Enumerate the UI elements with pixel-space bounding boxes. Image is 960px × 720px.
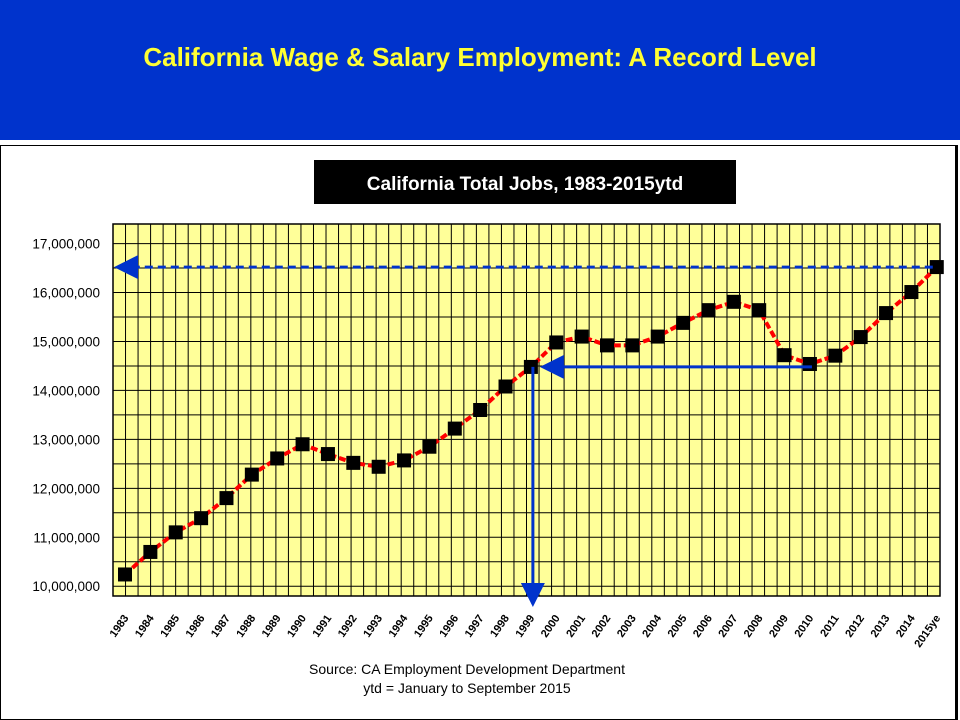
data-point — [853, 330, 868, 345]
data-point — [523, 359, 538, 374]
y-tick-label: 13,000,000 — [32, 432, 100, 447]
x-tick-label: 1996 — [437, 613, 461, 640]
source-line: Source: CA Employment Development Depart… — [309, 661, 625, 677]
data-point — [422, 439, 437, 454]
x-tick-label: 2009 — [767, 613, 791, 640]
data-point — [929, 260, 944, 275]
x-tick-label: 1991 — [311, 613, 335, 640]
data-point — [676, 315, 691, 330]
x-tick-label: 2012 — [843, 613, 867, 640]
x-tick-label: 2003 — [615, 613, 639, 640]
data-point — [726, 294, 741, 309]
x-tick-label: 1993 — [361, 613, 385, 640]
y-tick-label: 12,000,000 — [32, 481, 100, 496]
data-point — [828, 348, 843, 363]
y-tick-label: 14,000,000 — [32, 383, 100, 398]
y-tick-label: 17,000,000 — [32, 237, 100, 252]
x-tick-label: 1998 — [488, 613, 512, 640]
ytd-note: ytd = January to September 2015 — [363, 680, 571, 696]
data-point — [346, 455, 361, 470]
y-tick-label: 15,000,000 — [32, 334, 100, 349]
data-point — [777, 348, 792, 363]
x-tick-label: 1995 — [412, 613, 436, 640]
data-point — [904, 285, 919, 300]
x-tick-label: 1997 — [463, 613, 487, 640]
x-tick-label: 1989 — [260, 613, 284, 640]
x-tick-label: 1986 — [184, 613, 208, 640]
x-tick-label: 2015ye — [912, 613, 943, 650]
x-tick-label: 2010 — [793, 613, 817, 640]
slide-title: California Wage & Salary Employment: A R… — [143, 42, 817, 72]
data-point — [295, 437, 310, 452]
data-point — [118, 567, 132, 582]
data-point — [701, 303, 716, 318]
data-point — [879, 306, 894, 321]
data-point — [244, 467, 259, 482]
x-tick-label: 1988 — [234, 613, 258, 640]
data-point — [194, 511, 209, 526]
y-tick-label: 16,000,000 — [32, 286, 100, 301]
x-tick-label: 2006 — [691, 613, 715, 640]
x-tick-label: 1994 — [387, 612, 411, 640]
chart-title-box — [314, 160, 736, 204]
x-tick-label: 2007 — [716, 613, 740, 640]
data-point — [447, 421, 462, 436]
data-point — [371, 459, 386, 474]
data-point — [320, 447, 335, 462]
data-point — [143, 544, 158, 559]
x-tick-label: 1985 — [158, 613, 182, 640]
data-point — [498, 379, 513, 394]
plot-area: 10,000,000 11,000,000 12,000,000 13,000,000… — [32, 223, 944, 650]
x-tick-label: 2001 — [564, 613, 588, 640]
data-point — [574, 329, 589, 344]
data-point — [549, 335, 564, 350]
chart-title: California Total Jobs, 1983-2015ytd — [367, 174, 683, 195]
data-point — [625, 338, 640, 353]
x-tick-label: 2004 — [640, 612, 664, 640]
x-tick-label: 1992 — [336, 613, 360, 640]
x-tick-label: 2005 — [666, 613, 690, 640]
x-tick-label: 2013 — [869, 613, 893, 640]
data-point — [270, 451, 285, 466]
x-tick-label: 2008 — [742, 613, 766, 640]
data-point — [168, 525, 183, 540]
x-tick-label: 2002 — [590, 613, 614, 640]
x-tick-label: 1983 — [108, 613, 132, 640]
data-point — [650, 329, 665, 344]
data-point — [599, 338, 614, 353]
data-point — [397, 453, 412, 468]
x-tick-label: 2011 — [818, 613, 842, 639]
y-tick-label: 10,000,000 — [32, 579, 100, 594]
x-tick-label: 2000 — [539, 613, 563, 640]
data-point — [219, 491, 234, 506]
data-point — [473, 403, 488, 417]
data-point — [802, 356, 817, 371]
data-point — [752, 303, 767, 318]
x-tick-label: 1987 — [209, 613, 233, 640]
title-bar: California Wage & Salary Employment: A R… — [0, 0, 960, 140]
x-tick-label: 1984 — [133, 612, 157, 640]
x-tick-label: 1990 — [285, 613, 309, 640]
x-tick-label: 1999 — [513, 613, 537, 640]
y-tick-label: 11,000,000 — [33, 530, 100, 545]
x-tick-label: 2014 — [894, 612, 918, 640]
